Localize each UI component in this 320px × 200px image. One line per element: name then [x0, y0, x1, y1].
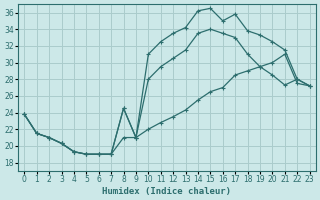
X-axis label: Humidex (Indice chaleur): Humidex (Indice chaleur) — [102, 187, 231, 196]
